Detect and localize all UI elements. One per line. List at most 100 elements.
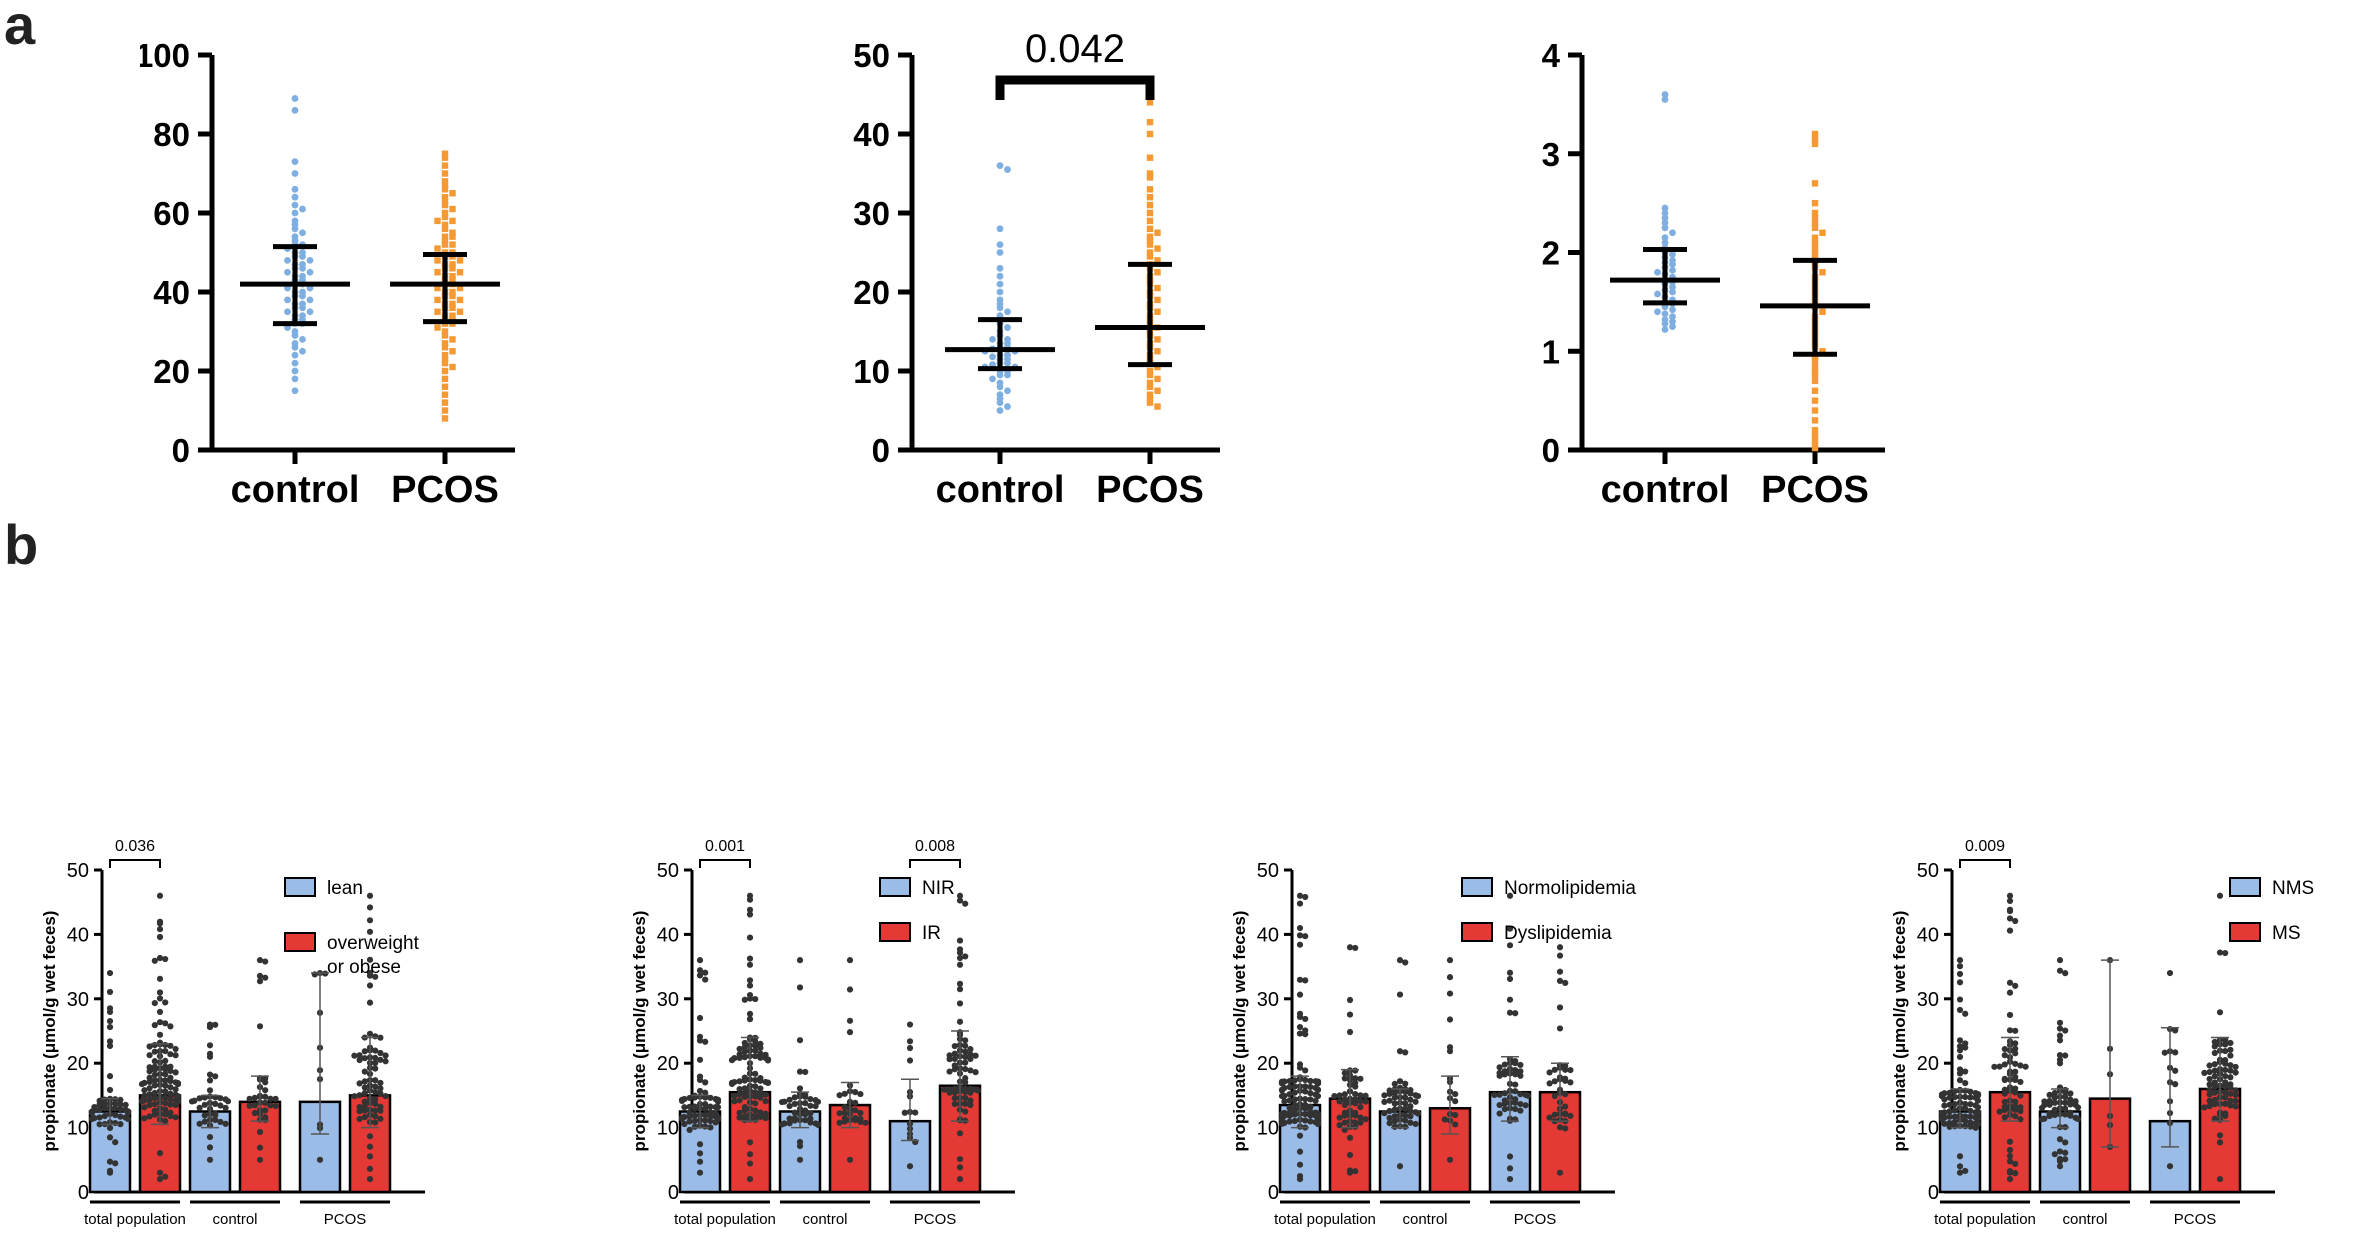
data-point (2062, 1099, 2069, 1106)
data-point (441, 344, 449, 351)
data-point (691, 1123, 698, 1130)
data-point (151, 1082, 158, 1089)
data-point (151, 1071, 158, 1079)
data-point (1956, 1169, 1964, 1176)
data-point (757, 1077, 764, 1084)
data-point (1307, 1083, 1314, 1091)
y-tick-label: 20 (1917, 1053, 1939, 1075)
y-tick-label: 0 (172, 432, 190, 469)
data-point (361, 1090, 368, 1097)
data-point (356, 1056, 363, 1064)
data-point (1967, 1088, 1974, 1095)
data-point (2006, 1152, 2014, 1160)
data-point (796, 984, 804, 991)
data-point (1278, 1120, 1286, 1127)
data-point (356, 1108, 363, 1115)
data-point (741, 1048, 748, 1056)
data-point (757, 1090, 764, 1097)
data-point (1446, 974, 1454, 981)
y-tick-label: 10 (67, 1118, 89, 1140)
data-point (361, 1098, 368, 1105)
data-point (2067, 1112, 2074, 1119)
data-point (686, 1118, 693, 1125)
data-point (1567, 1079, 1574, 1086)
data-point (778, 1121, 786, 1128)
data-point (1811, 387, 1819, 394)
data-point (366, 1133, 374, 1140)
data-point (106, 1158, 114, 1165)
data-point (1381, 1092, 1388, 1099)
data-point (1556, 1004, 1564, 1011)
data-point (96, 1114, 103, 1121)
y-tick-label: 20 (67, 1053, 89, 1075)
data-point (1654, 290, 1661, 298)
data-point (441, 352, 449, 359)
data-point (361, 1055, 368, 1062)
data-point (996, 272, 1004, 280)
data-point (707, 1109, 714, 1116)
data-point (702, 1117, 709, 1124)
data-point (1402, 1094, 1409, 1101)
panel-label-b: b (4, 513, 39, 576)
data-point (762, 1091, 769, 1098)
data-point (117, 1101, 124, 1108)
data-point (141, 1087, 148, 1094)
data-point (146, 1068, 153, 1075)
data-point (172, 1086, 179, 1093)
data-point (802, 1111, 809, 1118)
data-point (146, 1096, 153, 1103)
data-point (2012, 1089, 2019, 1096)
data-point (262, 974, 269, 981)
data-point (112, 1111, 119, 1119)
x-tick-label: control (936, 469, 1065, 511)
data-point (951, 1095, 958, 1102)
data-point (967, 1089, 974, 1096)
data-point (1336, 1122, 1343, 1129)
data-point (172, 1052, 179, 1059)
data-point (762, 1098, 769, 1105)
data-point (1391, 1100, 1398, 1107)
data-point (2056, 1032, 2064, 1039)
data-point (106, 1017, 114, 1025)
data-point (1661, 91, 1669, 98)
data-point (222, 1104, 229, 1112)
data-point (807, 1095, 814, 1103)
data-point (846, 957, 854, 964)
data-point (951, 1066, 958, 1073)
data-point (1402, 1080, 1409, 1087)
data-point (1296, 1161, 1304, 1168)
data-point (1386, 1120, 1393, 1127)
data-point (1291, 1096, 1298, 1103)
data-point (1506, 975, 1514, 983)
data-point (434, 269, 441, 276)
data-point (306, 268, 314, 276)
data-point (814, 1121, 822, 1128)
data-point (728, 1057, 736, 1064)
significance-label: 0.009 (1965, 838, 2005, 855)
data-point (696, 967, 704, 974)
y-axis-label: propionate (μmol/g wet feces) (630, 911, 649, 1152)
data-point (972, 1052, 979, 1059)
data-point (696, 1056, 704, 1063)
data-point (106, 1073, 114, 1080)
data-point (807, 1102, 814, 1109)
data-point (201, 1112, 208, 1119)
data-point (1546, 1114, 1553, 1121)
y-tick-label: 1 (1542, 333, 1560, 370)
y-tick-label: 100 (140, 40, 190, 74)
data-point (156, 1031, 164, 1038)
data-point (291, 375, 299, 383)
data-point (757, 1085, 764, 1092)
data-point (1951, 1094, 1958, 1101)
data-point (996, 371, 1004, 379)
y-axis-label: propionate (μmol/g wet feces) (1230, 911, 1249, 1152)
data-point (441, 383, 449, 390)
data-point (962, 1100, 969, 1107)
data-point (1512, 1071, 1519, 1078)
chart-bmi-bars: 0 10 20 30 40 50 propionate (μmol/g wet feces)… (40, 838, 425, 1228)
x-tick-label: PCOS (1761, 469, 1869, 511)
data-point (1517, 1072, 1524, 1079)
data-point (1278, 1080, 1286, 1087)
data-point (167, 1101, 174, 1108)
data-point (996, 225, 1004, 233)
